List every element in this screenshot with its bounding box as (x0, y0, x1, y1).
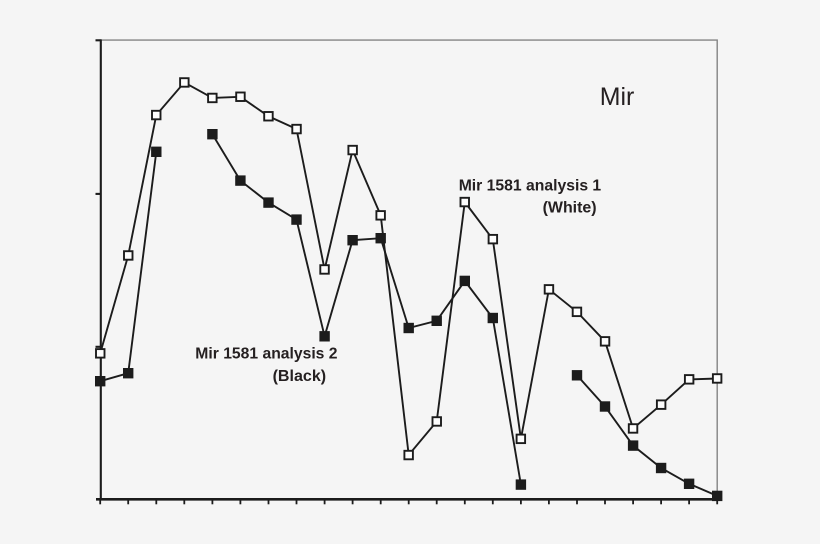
svg-text:(Black): (Black) (273, 368, 327, 385)
svg-text:(White): (White) (543, 200, 597, 217)
svg-text:Mir: Mir (600, 83, 635, 111)
svg-text:Mir 1581 analysis 1: Mir 1581 analysis 1 (459, 177, 602, 194)
svg-text:Mir 1581 analysis 2: Mir 1581 analysis 2 (195, 346, 337, 363)
